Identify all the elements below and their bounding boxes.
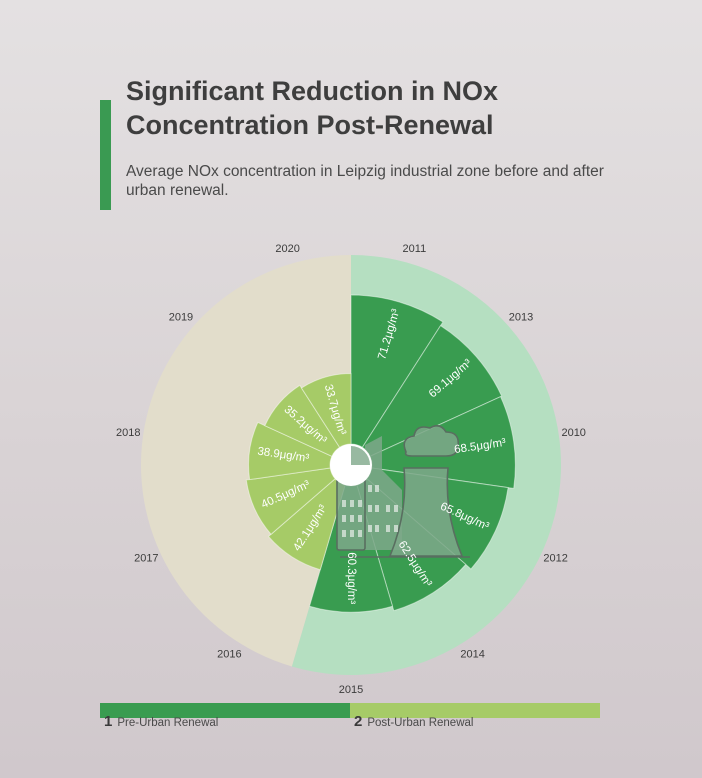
center-hub (330, 444, 372, 486)
legend-number: 2 (354, 713, 363, 730)
legend: 1 Pre-Urban Renewal 2 Post-Urban Renewal (100, 703, 600, 733)
background-ring-post-urban-renewal (140, 255, 351, 667)
chart-title: Significant Reduction in NOx Concentrati… (126, 76, 499, 140)
category-label-2016: 2016 (217, 648, 241, 660)
category-label-2011: 2011 (403, 243, 427, 255)
category-label-2017: 2017 (134, 552, 158, 564)
category-label-2019: 2019 (169, 312, 193, 324)
legend-bar-post-urban-renewal (350, 703, 600, 718)
legend-item-pre-urban-renewal: 1 Pre-Urban Renewal (104, 713, 218, 730)
legend-label: Pre-Urban Renewal (117, 717, 219, 729)
category-label-2020: 2020 (275, 243, 299, 255)
legend-item-post-urban-renewal: 2 Post-Urban Renewal (354, 713, 473, 730)
radial-bar-chart: 71.2μg/m³69.1μg/m³68.5μg/m³65.8μg/m³62.5… (116, 243, 586, 696)
chart-subtitle: Average NOx concentration in Leipzig ind… (126, 163, 604, 199)
category-labels: 2011 2013 2010 2012 2014 2015 2016 2017 2018 2019… (116, 243, 586, 696)
category-label-2012: 2012 (543, 552, 567, 564)
category-label-2013: 2013 (509, 312, 533, 324)
title-accent-bar (100, 100, 111, 210)
category-label-2018: 2018 (116, 427, 140, 439)
category-label-2010: 2010 (561, 427, 585, 439)
legend-label: Post-Urban Renewal (367, 717, 474, 729)
category-label-2015: 2015 (339, 684, 363, 696)
legend-bar-pre-urban-renewal (100, 703, 350, 718)
factory-emissions-icon (336, 424, 470, 558)
bar-2017 (245, 467, 336, 535)
center-quadrant (351, 446, 370, 465)
category-label-2014: 2014 (460, 648, 484, 660)
value-label-2015: 60.3μg/m³ (345, 552, 357, 604)
legend-number: 1 (104, 713, 113, 730)
